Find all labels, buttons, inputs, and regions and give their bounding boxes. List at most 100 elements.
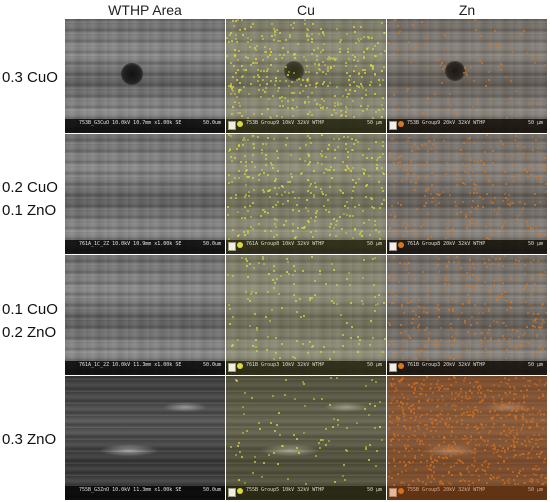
zn-signal-dot [477, 312, 480, 315]
zn-signal-dot [476, 386, 479, 389]
cu-signal-dot [269, 64, 272, 66]
cu-signal-dot [285, 257, 288, 260]
zn-signal-dot [473, 285, 476, 288]
cu-signal-dot [304, 101, 307, 104]
zn-signal-dot [531, 445, 534, 448]
cu-signal-dot [339, 189, 341, 191]
zn-signal-dot [469, 164, 472, 167]
cu-signal-dot [256, 45, 259, 48]
zn-signal-dot [440, 481, 443, 484]
zn-signal-dot [404, 419, 407, 421]
cu-signal-dot [307, 112, 309, 115]
cu-signal-dot [256, 69, 259, 72]
cu-signal-dot [269, 319, 272, 322]
cu-signal-dot [241, 456, 244, 459]
map-caption: 755B Group5 20kV 32kV WTHP [407, 487, 486, 493]
cu-signal-dot [235, 148, 238, 150]
column-header-wthp-area: WTHP Area [108, 2, 182, 18]
zn-signal-dot [542, 165, 545, 168]
zn-signal-dot [403, 338, 406, 341]
zn-signal-dot [415, 415, 417, 418]
zn-signal-dot [534, 465, 537, 468]
zn-signal-dot [471, 413, 473, 416]
zn-signal-dot [434, 307, 437, 310]
zn-signal-dot [540, 181, 543, 183]
cu-signal-dot [250, 39, 253, 41]
zn-signal-dot [427, 294, 430, 296]
cu-signal-dot [337, 138, 340, 141]
cu-signal-dot [302, 431, 305, 434]
cu-signal-dot [382, 107, 385, 110]
zn-signal-dot [475, 381, 477, 384]
scale-label: 50 µm [366, 120, 382, 126]
zn-signal-dot [419, 226, 422, 229]
zn-signal-dot [491, 262, 494, 265]
cu-signal-dot [237, 339, 240, 342]
zn-signal-dot [497, 455, 500, 458]
zn-signal-dot [455, 404, 458, 407]
cu-signal-dot [229, 33, 232, 36]
cu-signal-dot [375, 166, 378, 169]
zn-signal-dot [449, 483, 452, 485]
zn-signal-dot [508, 402, 511, 405]
zn-signal-dot [538, 201, 541, 204]
zn-signal-dot [518, 336, 521, 339]
zn-signal-dot [533, 318, 536, 321]
cu-signal-dot [296, 447, 298, 450]
zn-signal-dot [393, 184, 395, 187]
zn-signal-dot [488, 463, 491, 466]
zn-signal-dot [487, 180, 490, 183]
zn-signal-dot [424, 205, 427, 207]
zn-signal-dot [523, 394, 526, 397]
cu-signal-dot [345, 115, 348, 117]
zn-signal-dot [420, 164, 423, 167]
cu-signal-dot [229, 134, 232, 137]
zn-signal-dot [509, 276, 512, 279]
zn-signal-dot [415, 313, 418, 316]
zn-signal-dot [403, 311, 406, 314]
zn-signal-dot [492, 447, 495, 450]
zn-signal-dot [423, 383, 425, 386]
cu-signal-dot [240, 217, 243, 220]
cu-signal-dot [339, 48, 342, 51]
sem-caption: 761A_1C_2Z 10.0kV 10.9mm x1.00k SE [79, 241, 182, 247]
zn-signal-dot [442, 482, 444, 485]
zn-signal-dot [525, 170, 528, 173]
cu-signal-dot [375, 380, 378, 383]
cu-signal-dot [282, 105, 285, 108]
zn-signal-dot [418, 399, 421, 402]
zn-signal-dot [435, 193, 438, 195]
cu-signal-dot [327, 210, 330, 213]
cu-signal-dot [306, 352, 309, 355]
element-color-icon [237, 363, 243, 369]
zn-signal-dot [497, 263, 500, 266]
zn-signal-dot [397, 450, 400, 453]
cu-signal-dot [375, 55, 378, 58]
zn-signal-dot [414, 231, 417, 234]
zn-signal-dot [400, 304, 403, 307]
zn-signal-dot [504, 197, 507, 200]
cu-signal-dot [308, 298, 311, 301]
cu-signal-dot [340, 113, 343, 116]
cu-signal-dot [278, 79, 281, 82]
zn-signal-dot [478, 400, 481, 403]
cu-signal-dot [256, 73, 259, 76]
cu-signal-dot [344, 62, 347, 65]
cu-signal-dot [264, 230, 267, 233]
cu-signal-dot [318, 447, 321, 449]
zn-signal-dot [535, 175, 538, 178]
zn-signal-dot [493, 30, 496, 33]
zn-signal-dot [492, 422, 495, 425]
zn-signal-dot [471, 105, 474, 108]
zn-signal-dot [438, 315, 441, 318]
cu-signal-dot [326, 85, 329, 87]
cu-signal-dot [306, 28, 309, 31]
zn-signal-dot [408, 461, 411, 464]
zn-signal-dot [437, 271, 440, 274]
cu-signal-dot [298, 196, 300, 199]
zn-signal-dot [531, 420, 534, 423]
cu-signal-dot [327, 143, 330, 146]
zn-signal-dot [516, 428, 518, 431]
zn-signal-dot [460, 390, 463, 393]
zn-signal-dot [412, 24, 414, 27]
